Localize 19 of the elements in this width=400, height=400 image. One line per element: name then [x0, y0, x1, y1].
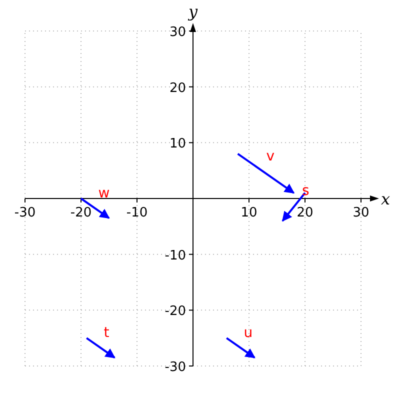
y-tick-label: -20 [164, 304, 186, 320]
y-tick-label: 30 [169, 25, 186, 40]
series-label: u [244, 324, 253, 341]
y-tick-label: 10 [169, 136, 186, 152]
x-tick-label: 10 [240, 206, 258, 220]
x-tick-label: -10 [126, 206, 148, 220]
series-label: v [266, 148, 274, 164]
series-label: w [98, 185, 110, 202]
y-axis-title: y [187, 2, 198, 21]
x-axis-title: x [381, 190, 390, 208]
series-label: s [302, 183, 310, 200]
y-tick-label: -30 [164, 360, 186, 375]
y-tick-label: -10 [164, 248, 186, 264]
x-tick-label: 20 [296, 206, 314, 220]
y-tick-label: 20 [169, 80, 186, 96]
x-tick-label: -20 [70, 206, 92, 220]
x-tick-label: -30 [14, 206, 36, 220]
series-label: t [104, 324, 110, 341]
x-tick-label: 30 [352, 206, 370, 220]
